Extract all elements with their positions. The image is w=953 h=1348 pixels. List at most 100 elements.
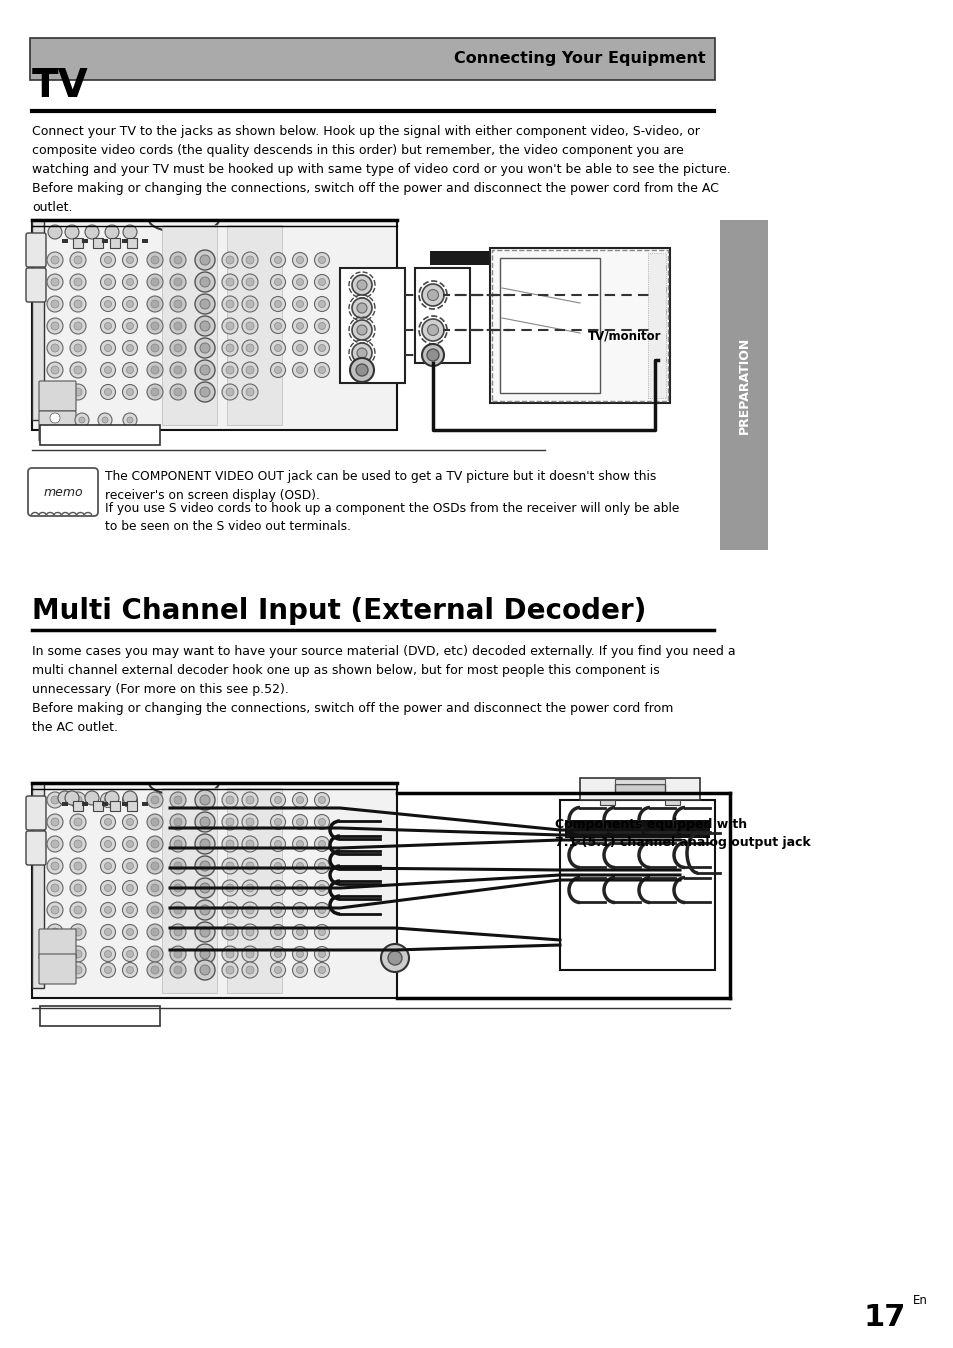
Circle shape (314, 793, 329, 807)
Circle shape (170, 814, 186, 830)
Circle shape (296, 322, 303, 329)
Circle shape (242, 252, 257, 268)
Circle shape (421, 284, 443, 306)
Bar (122, 239, 128, 243)
Circle shape (51, 322, 59, 330)
Circle shape (70, 318, 86, 334)
Circle shape (65, 791, 79, 805)
Circle shape (246, 301, 253, 307)
FancyBboxPatch shape (39, 954, 76, 984)
Circle shape (200, 861, 210, 871)
Circle shape (47, 340, 63, 356)
Circle shape (173, 950, 182, 958)
Bar (110, 239, 120, 248)
Circle shape (173, 322, 182, 330)
Circle shape (51, 861, 59, 869)
Circle shape (226, 927, 233, 936)
Circle shape (246, 388, 253, 396)
Circle shape (122, 903, 137, 918)
Circle shape (222, 340, 237, 356)
Circle shape (421, 344, 443, 367)
Circle shape (271, 814, 285, 829)
Circle shape (246, 884, 253, 892)
Circle shape (293, 363, 307, 377)
Circle shape (427, 325, 438, 336)
Circle shape (122, 859, 137, 874)
Circle shape (226, 906, 233, 914)
Circle shape (147, 857, 163, 874)
Circle shape (147, 363, 163, 377)
Circle shape (271, 275, 285, 290)
Circle shape (246, 818, 253, 826)
Circle shape (274, 256, 281, 263)
Circle shape (274, 906, 281, 914)
Circle shape (194, 944, 214, 964)
Circle shape (246, 861, 253, 869)
Circle shape (170, 384, 186, 400)
Circle shape (151, 906, 159, 914)
Circle shape (147, 902, 163, 918)
Circle shape (105, 225, 119, 239)
Circle shape (74, 927, 82, 936)
Circle shape (100, 859, 115, 874)
Bar (227, 225, 282, 425)
Circle shape (70, 297, 86, 311)
Circle shape (318, 367, 325, 373)
Circle shape (222, 880, 237, 896)
FancyBboxPatch shape (26, 830, 46, 865)
Circle shape (147, 923, 163, 940)
Circle shape (222, 274, 237, 290)
Circle shape (271, 793, 285, 807)
Circle shape (274, 279, 281, 286)
Circle shape (293, 297, 307, 311)
Circle shape (151, 927, 159, 936)
Bar (110, 801, 120, 811)
Text: memo: memo (43, 485, 83, 499)
Circle shape (51, 344, 59, 352)
Circle shape (271, 925, 285, 940)
Circle shape (352, 319, 372, 340)
Circle shape (296, 345, 303, 352)
Circle shape (173, 906, 182, 914)
Circle shape (226, 967, 233, 975)
Circle shape (51, 818, 59, 826)
Circle shape (100, 252, 115, 267)
Circle shape (74, 967, 82, 975)
Circle shape (194, 272, 214, 293)
Text: The COMPONENT VIDEO OUT jack can be used to get a TV picture but it doesn't show: The COMPONENT VIDEO OUT jack can be used… (105, 470, 656, 501)
Circle shape (271, 962, 285, 977)
Circle shape (296, 967, 303, 973)
Circle shape (200, 387, 210, 398)
Circle shape (200, 255, 210, 266)
Circle shape (222, 962, 237, 979)
Circle shape (314, 318, 329, 333)
Circle shape (105, 950, 112, 957)
Circle shape (271, 341, 285, 356)
Circle shape (70, 857, 86, 874)
Circle shape (151, 797, 159, 803)
Circle shape (47, 384, 63, 400)
Circle shape (356, 280, 367, 290)
Bar (82, 802, 88, 806)
Circle shape (122, 297, 137, 311)
Circle shape (147, 946, 163, 962)
Circle shape (51, 388, 59, 396)
Circle shape (242, 902, 257, 918)
Circle shape (194, 922, 214, 942)
Circle shape (194, 960, 214, 980)
Circle shape (48, 225, 62, 239)
Circle shape (105, 797, 112, 803)
Circle shape (151, 950, 159, 958)
Circle shape (352, 298, 372, 318)
Circle shape (293, 252, 307, 267)
Bar (499, 257, 599, 394)
Circle shape (318, 322, 325, 329)
Circle shape (318, 818, 325, 825)
Circle shape (74, 278, 82, 286)
Circle shape (226, 840, 233, 848)
FancyBboxPatch shape (26, 268, 46, 302)
Circle shape (246, 797, 253, 803)
Circle shape (246, 906, 253, 914)
Circle shape (314, 275, 329, 290)
Circle shape (271, 363, 285, 377)
